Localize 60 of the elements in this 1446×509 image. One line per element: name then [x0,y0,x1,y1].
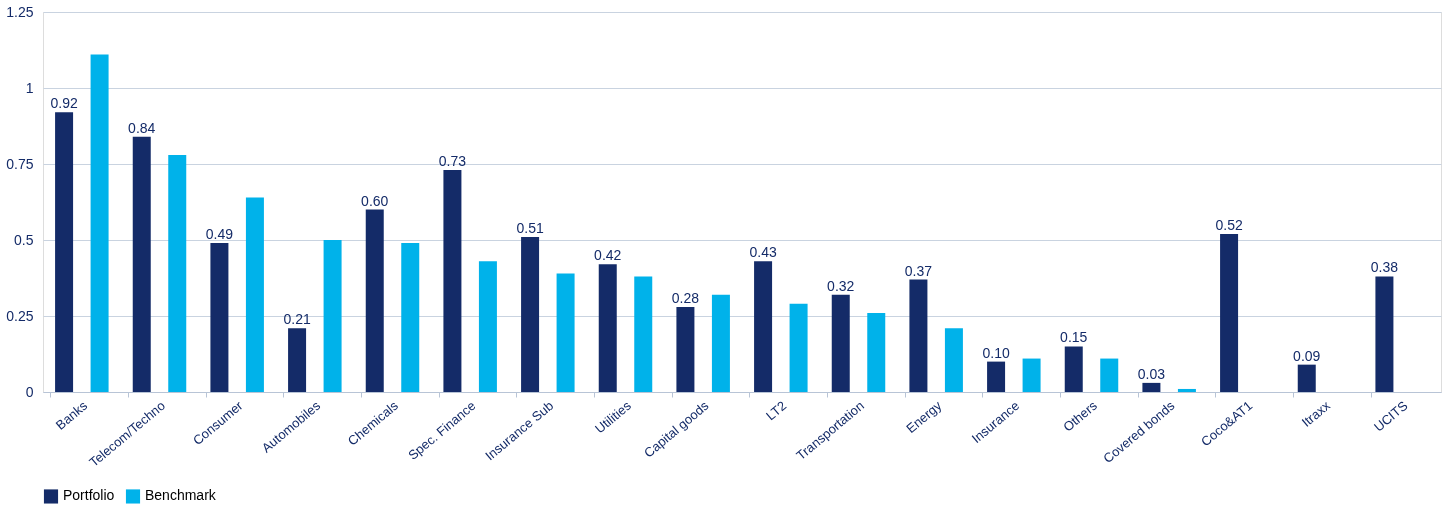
data-label: 0.21 [283,311,311,328]
bar [55,112,74,392]
data-label: 0.10 [982,344,1010,361]
data-label: 0.60 [361,192,389,209]
data-label: 0.84 [128,119,156,136]
bar [401,243,420,392]
bar [245,197,264,392]
bar [754,261,773,392]
data-label: 0.42 [594,247,622,264]
data-label: 0.73 [438,153,467,170]
data-label: 0.09 [1293,347,1321,364]
data-label: 0.51 [516,219,544,236]
data-label: 0.32 [827,277,855,294]
y-tick-label: 0.5 [14,231,34,248]
bar [1022,358,1041,392]
y-tick-label: 0.25 [6,307,34,324]
bar [909,279,928,392]
data-label: 0.28 [671,289,700,306]
bar [711,294,730,392]
bar [478,261,497,392]
bar [789,303,808,392]
bar [323,240,342,392]
data-label: 0.37 [904,262,933,279]
bar [1220,233,1239,392]
bar [676,306,695,392]
bar [944,328,963,392]
bar [365,209,384,392]
bar [598,264,617,392]
bar [867,312,886,392]
y-tick-label: 1.25 [6,3,34,20]
bar [443,170,462,392]
bar [288,328,307,392]
data-label: 0.92 [50,95,78,112]
bar [1177,388,1196,392]
bar [1064,346,1083,392]
bar [1297,364,1316,392]
bar [132,136,151,392]
data-label: 0.38 [1370,259,1399,276]
bar [1142,382,1161,392]
bar [556,273,575,392]
bar [987,361,1006,392]
data-label: 0.43 [749,244,777,261]
y-tick-label: 1 [25,79,34,96]
bar [634,276,653,392]
data-label: 0.49 [205,226,234,243]
bar [1100,358,1119,392]
data-label: 0.15 [1060,329,1088,346]
legend-label: Benchmark [145,487,217,504]
bar [521,236,540,392]
bar [1375,276,1394,392]
bar [831,294,850,392]
y-tick-label: 0 [25,383,34,400]
data-label: 0.52 [1215,216,1243,233]
bar [210,243,229,392]
y-tick-label: 0.75 [6,155,34,172]
bar [90,54,109,392]
legend-label: Portfolio [63,487,115,504]
x-tick-label: LT2 [763,397,790,424]
data-label: 0.03 [1137,365,1166,382]
bar [168,154,187,392]
